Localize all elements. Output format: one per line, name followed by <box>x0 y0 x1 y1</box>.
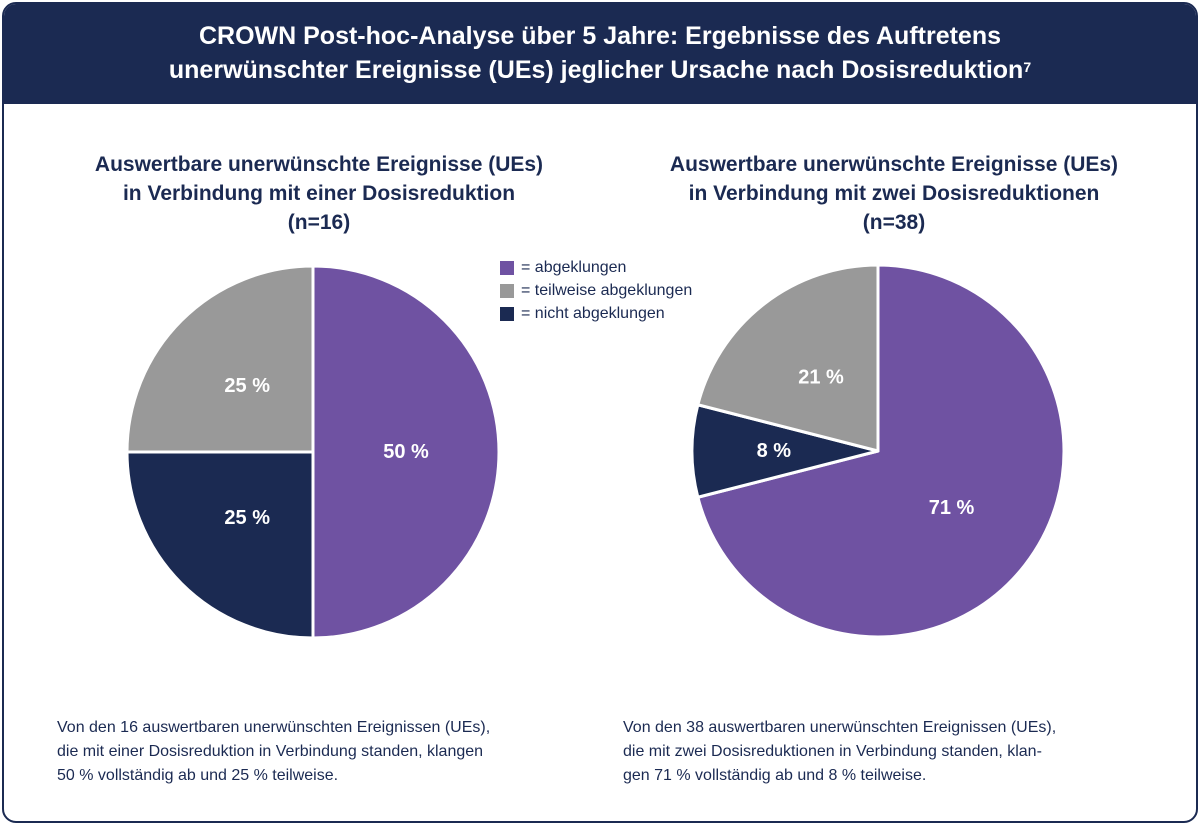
chart-title-left: Auswertbare unerwünschte Ereignisse (UEs… <box>39 150 599 237</box>
chart-title-left-line1: Auswertbare unerwünschte Ereignisse (UEs… <box>94 153 544 176</box>
pie-slice-label: 21 % <box>798 367 844 389</box>
legend-swatch-gray <box>500 283 514 298</box>
pie-slice-label: 25 % <box>224 375 270 397</box>
footnote-reference: 7 <box>1023 59 1032 75</box>
legend: = abgeklungen = teilweise abgeklungen = … <box>500 256 692 325</box>
pie-slice-abgeklungen <box>696 263 1066 639</box>
legend-item-teilweise: = teilweise abgeklungen <box>500 279 692 302</box>
chart-title-right-line3: (n=38) <box>862 211 926 234</box>
pie-slice-teilweise-abgeklungen <box>696 263 880 453</box>
footnote-right-line3: gen 71 % vollständig ab und 8 % teilweis… <box>623 767 927 784</box>
footnote-left-line2: die mit einer Dosisreduktion in Verbindu… <box>57 743 484 760</box>
chart-title-left-line3: (n=16) <box>287 211 351 234</box>
header-banner: CROWN Post-hoc-Analyse über 5 Jahre: Erg… <box>4 4 1196 104</box>
pie-slice-abgeklungen <box>311 264 501 640</box>
pie-slice-label: 50 % <box>383 441 429 463</box>
chart-title-right-line1: Auswertbare unerwünschte Ereignisse (UEs… <box>669 153 1119 176</box>
chart-title-right-line2: in Verbindung mit zwei Dosisreduktionen <box>688 182 1100 205</box>
legend-item-abgeklungen: = abgeklungen <box>500 256 692 279</box>
pie-slice-nicht-abgeklungen <box>125 450 315 640</box>
pie-chart-left: 50 % 25 % 25 % <box>125 264 501 640</box>
footnote-left-line1: Von den 16 auswertbaren unerwünschten Er… <box>57 719 491 736</box>
footnote-right-line2: die mit zwei Dosisreduktionen in Verbind… <box>623 743 1042 760</box>
page-title-line1: CROWN Post-hoc-Analyse über 5 Jahre: Erg… <box>198 22 1002 50</box>
legend-label: = abgeklungen <box>521 258 627 276</box>
legend-swatch-purple <box>500 260 514 275</box>
pie-chart-right: 71 % 8 % 21 % <box>690 263 1066 639</box>
pie-slice-label: 71 % <box>929 497 975 519</box>
pie-slice-label: 25 % <box>224 507 270 529</box>
chart-title-left-line2: in Verbindung mit einer Dosisreduktion <box>122 182 516 205</box>
legend-label: = teilweise abgeklungen <box>521 281 693 299</box>
pie-slice-label: 8 % <box>757 440 792 462</box>
page-title-line2: unerwünschter Ereignisse (UEs) jeglicher… <box>4 53 1196 87</box>
footnote-left-line3: 50 % vollständig ab und 25 % teilweise. <box>57 767 339 784</box>
footnote-left: Von den 16 auswertbaren unerwünschten Er… <box>57 716 602 788</box>
legend-item-nicht: = nicht abgeklungen <box>500 302 692 325</box>
legend-label: = nicht abgeklungen <box>521 304 665 322</box>
legend-swatch-navy <box>500 306 514 321</box>
footnote-right-line1: Von den 38 auswertbaren unerwünschten Er… <box>623 719 1057 736</box>
chart-title-right: Auswertbare unerwünschte Ereignisse (UEs… <box>614 150 1174 237</box>
pie-slice-teilweise-abgeklungen <box>125 264 315 454</box>
footnote-right: Von den 38 auswertbaren unerwünschten Er… <box>623 716 1168 788</box>
pie-slice-nicht-abgeklungen <box>690 403 880 499</box>
page-title-line2-text: unerwünschter Ereignisse (UEs) jeglicher… <box>168 56 1024 84</box>
